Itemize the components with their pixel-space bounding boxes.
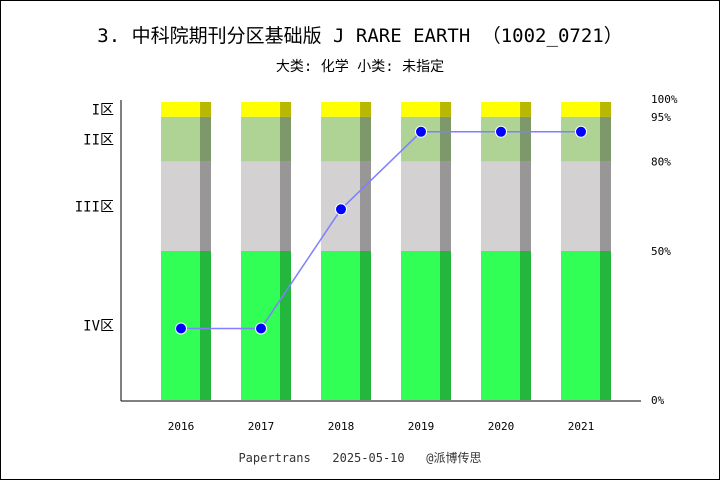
x-tick-label: 2021 (568, 420, 595, 433)
series-point (175, 322, 187, 335)
bar-segment-2018-zone1 (321, 102, 360, 117)
right-axis-tick-label: 50% (651, 245, 671, 258)
zone-label: II区 (83, 132, 114, 148)
x-tick-label: 2017 (248, 420, 275, 433)
bar-segment-2019-zone2 (401, 116, 440, 162)
series-point (415, 125, 427, 138)
bar-segment-2017-zone2 (241, 116, 280, 162)
bar-shade-2016-zone2 (200, 116, 211, 162)
x-tick-label: 2019 (408, 420, 435, 433)
bar-shade-2020-zone1 (520, 102, 531, 117)
bar-segment-2021-zone4 (561, 251, 600, 400)
bar-shade-2016-zone3 (200, 161, 211, 251)
bar-segment-2019-zone4 (401, 251, 440, 400)
bar-segment-2021-zone2 (561, 116, 600, 162)
bar-shade-2021-zone4 (600, 251, 611, 400)
bar-segment-2017-zone3 (241, 161, 280, 251)
chart-footer: Papertrans 2025-05-10 @派博传思 (238, 451, 482, 465)
right-axis-tick-label: 0% (651, 394, 665, 407)
bar-segment-2018-zone4 (321, 251, 360, 400)
series-point (495, 125, 507, 138)
bar-shade-2017-zone1 (280, 102, 291, 117)
bar-segment-2018-zone2 (321, 116, 360, 162)
bar-shade-2019-zone3 (440, 161, 451, 251)
chart-title: 3. 中科院期刊分区基础版 J RARE EARTH （1002_0721） (97, 25, 623, 47)
zone-label: III区 (75, 199, 114, 215)
bar-shade-2017-zone4 (280, 251, 291, 400)
bar-shade-2019-zone1 (440, 102, 451, 117)
bar-segment-2021-zone1 (561, 102, 600, 117)
bar-segment-2019-zone3 (401, 161, 440, 251)
right-axis-tick-label: 80% (651, 156, 671, 169)
bar-segment-2020-zone1 (481, 102, 520, 117)
bar-shade-2020-zone4 (520, 251, 531, 400)
chart-subtitle: 大类: 化学 小类: 未指定 (275, 59, 445, 75)
bar-shade-2020-zone3 (520, 161, 531, 251)
bar-shade-2017-zone3 (280, 161, 291, 251)
series-line (181, 131, 581, 330)
bar-segment-2017-zone1 (241, 102, 280, 117)
bar-segment-2020-zone2 (481, 116, 520, 162)
zone-label: I区 (92, 102, 114, 118)
bar-shade-2018-zone3 (360, 161, 371, 251)
bar-segment-2020-zone4 (481, 251, 520, 400)
bar-shade-2018-zone2 (360, 116, 371, 162)
bar-shade-2021-zone2 (600, 116, 611, 162)
bar-segment-2020-zone3 (481, 161, 520, 251)
right-axis-tick-label: 95% (651, 111, 671, 124)
bar-shade-2021-zone1 (600, 102, 611, 117)
bar-segment-2016-zone3 (161, 161, 200, 251)
series-point (335, 203, 347, 216)
x-tick-label: 2018 (328, 420, 355, 433)
series-point (255, 322, 267, 335)
bar-shade-2019-zone2 (440, 116, 451, 162)
bar-shade-2021-zone3 (600, 161, 611, 251)
zone-label: IV区 (83, 319, 114, 335)
bar-segment-2021-zone3 (561, 161, 600, 251)
bar-segment-2016-zone2 (161, 116, 200, 162)
bar-shade-2016-zone4 (200, 251, 211, 400)
bar-shade-2020-zone2 (520, 116, 531, 162)
bar-shade-2018-zone4 (360, 251, 371, 400)
x-tick-label: 2020 (488, 420, 515, 433)
bar-segment-2019-zone1 (401, 102, 440, 117)
bar-shade-2017-zone2 (280, 116, 291, 162)
bar-segment-2016-zone1 (161, 102, 200, 117)
right-axis-tick-label: 100% (651, 93, 678, 106)
series-point (575, 125, 587, 138)
bar-shade-2019-zone4 (440, 251, 451, 400)
bar-shade-2016-zone1 (200, 102, 211, 117)
x-tick-label: 2016 (168, 420, 195, 433)
bar-shade-2018-zone1 (360, 102, 371, 117)
